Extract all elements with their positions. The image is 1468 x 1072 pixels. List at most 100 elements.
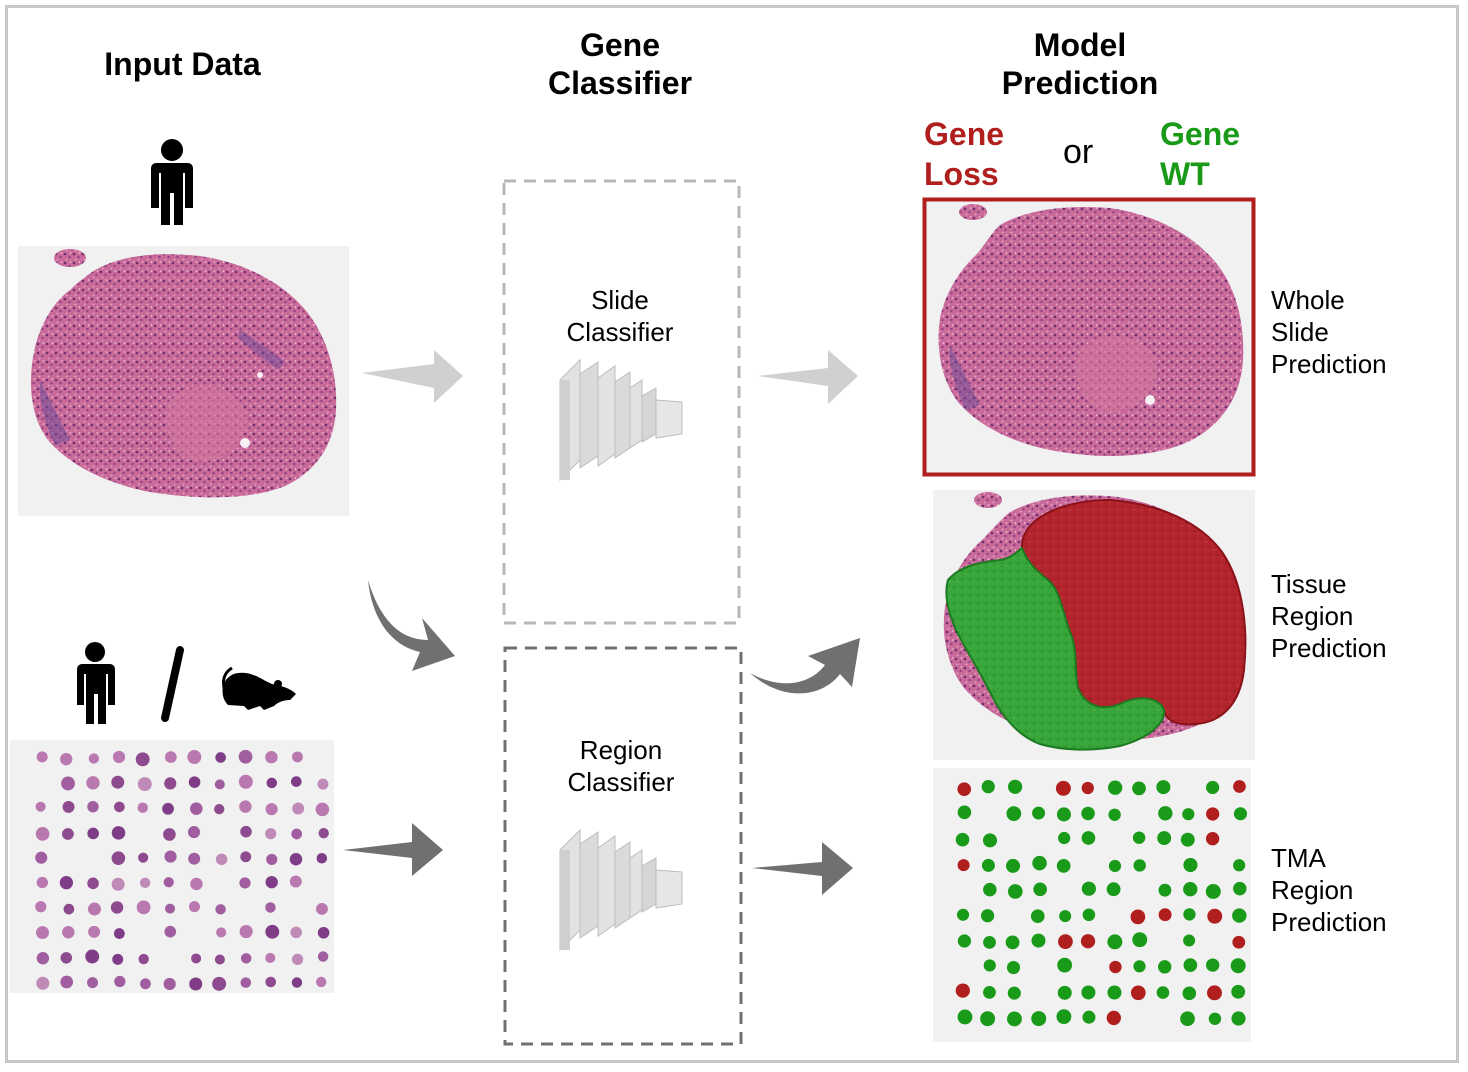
tma-core-prediction bbox=[1205, 883, 1221, 899]
tma-core bbox=[190, 877, 203, 891]
tma-core-prediction bbox=[1031, 933, 1046, 948]
tma-core bbox=[292, 751, 303, 763]
tma-core bbox=[35, 851, 48, 864]
tma-core-prediction bbox=[1180, 1011, 1195, 1027]
tma-core-prediction bbox=[1106, 882, 1121, 897]
tma-core-prediction bbox=[957, 859, 970, 872]
tma-core bbox=[111, 851, 126, 865]
tma-core bbox=[291, 828, 303, 840]
tma-core bbox=[62, 800, 75, 813]
or-label: or bbox=[1063, 133, 1094, 171]
tma-core-prediction bbox=[1183, 882, 1198, 897]
tma-core bbox=[290, 926, 302, 939]
tma-core-prediction bbox=[1056, 859, 1071, 873]
tma-core-prediction bbox=[1082, 1010, 1096, 1024]
tma-core-prediction bbox=[1108, 808, 1121, 821]
tma-core bbox=[240, 977, 252, 988]
figure-frame bbox=[5, 5, 1459, 1063]
arrow-region-classifier-to-tma bbox=[752, 842, 853, 895]
tma-core-prediction bbox=[1183, 857, 1198, 873]
tma-core bbox=[36, 952, 50, 965]
tma-core bbox=[62, 926, 75, 939]
tma-core-prediction bbox=[1007, 1011, 1022, 1027]
tma-core-prediction bbox=[1031, 1011, 1047, 1027]
tma-core bbox=[317, 926, 330, 939]
region-classifier-box bbox=[503, 646, 743, 1046]
tma-core-prediction bbox=[983, 959, 996, 972]
tma-core bbox=[266, 777, 278, 789]
tma-core-prediction bbox=[1205, 832, 1220, 846]
tma-core bbox=[188, 776, 201, 788]
tma-core bbox=[265, 952, 276, 964]
tma-core bbox=[289, 853, 303, 866]
tma-core bbox=[138, 953, 149, 965]
tma-core bbox=[266, 853, 278, 865]
tma-core bbox=[135, 752, 150, 767]
tma-core bbox=[164, 777, 177, 790]
tma-core-prediction bbox=[1059, 910, 1072, 923]
tma-core bbox=[163, 977, 176, 991]
tma-core bbox=[316, 852, 328, 864]
tma-core-prediction bbox=[1030, 909, 1045, 924]
tma-core bbox=[239, 800, 252, 813]
tma-core-prediction bbox=[981, 780, 995, 794]
tma-core bbox=[87, 827, 99, 840]
arrow-slide-classifier-to-whole-slide bbox=[758, 350, 858, 404]
whole-slide-prediction-image bbox=[922, 197, 1256, 477]
tma-core-prediction bbox=[1183, 934, 1196, 947]
tma-core bbox=[165, 903, 176, 914]
tma-core bbox=[317, 778, 329, 790]
mouse-icon bbox=[222, 666, 296, 710]
tma-core-prediction bbox=[980, 1011, 996, 1027]
tma-core-prediction bbox=[1007, 986, 1021, 1000]
tma-core bbox=[215, 904, 226, 915]
gene-loss-label-line2: Loss bbox=[924, 156, 999, 192]
tma-core-prediction bbox=[1232, 908, 1247, 923]
tma-core bbox=[289, 875, 302, 888]
whole-slide-prediction-label-line3: Prediction bbox=[1271, 349, 1387, 379]
tma-core bbox=[189, 977, 203, 991]
tissue-region-prediction-image bbox=[933, 490, 1255, 760]
tma-core-prediction bbox=[1183, 958, 1198, 972]
tma-core-prediction bbox=[1056, 807, 1071, 822]
tma-core bbox=[238, 749, 253, 764]
slash-separator bbox=[161, 646, 184, 722]
tissue-region-prediction-label-line1: Tissue bbox=[1271, 569, 1347, 599]
tma-core bbox=[88, 925, 101, 938]
neural-network-icon bbox=[559, 358, 683, 482]
tma-core-prediction bbox=[955, 983, 970, 998]
tma-core bbox=[63, 903, 75, 915]
tma-core-prediction bbox=[1182, 808, 1195, 821]
tma-core bbox=[214, 954, 225, 965]
tma-core bbox=[239, 877, 251, 889]
whole-slide-prediction-label-line1: Whole bbox=[1271, 285, 1345, 315]
tma-core-prediction bbox=[1081, 985, 1096, 1000]
tma-region-prediction-label-line3: Prediction bbox=[1271, 907, 1387, 937]
tma-core-prediction bbox=[1081, 806, 1095, 821]
tma-core bbox=[214, 803, 225, 815]
tma-core-prediction bbox=[1132, 932, 1148, 948]
tma-core bbox=[191, 953, 202, 964]
tma-core-prediction bbox=[1058, 934, 1073, 949]
tma-core-prediction bbox=[1107, 985, 1122, 1000]
tma-core bbox=[35, 827, 50, 841]
tma-core-prediction bbox=[1157, 831, 1172, 846]
tma-core-prediction bbox=[1156, 780, 1171, 795]
whole-slide-prediction-label-line2: Slide bbox=[1271, 317, 1329, 347]
tma-core bbox=[240, 953, 252, 964]
tma-core bbox=[60, 975, 74, 989]
tma-core bbox=[87, 877, 99, 890]
tma-core-prediction bbox=[1107, 780, 1123, 795]
tma-core-prediction bbox=[1057, 985, 1072, 1000]
region-classifier-label-line2: Classifier bbox=[567, 767, 675, 797]
arrow-region-classifier-to-tissue-region bbox=[750, 638, 860, 694]
tma-core-prediction bbox=[1007, 884, 1023, 899]
tma-core-prediction bbox=[1232, 935, 1246, 949]
tma-core-prediction bbox=[1158, 883, 1172, 897]
gene-classifier-title-line1: Gene bbox=[579, 27, 661, 63]
slide-classifier-label-line2: Classifier bbox=[566, 317, 674, 347]
tma-core bbox=[216, 927, 227, 938]
slide-classifier-label-line1: Slide bbox=[591, 285, 649, 315]
tma-core bbox=[240, 851, 252, 863]
tma-core-prediction bbox=[1081, 781, 1094, 795]
